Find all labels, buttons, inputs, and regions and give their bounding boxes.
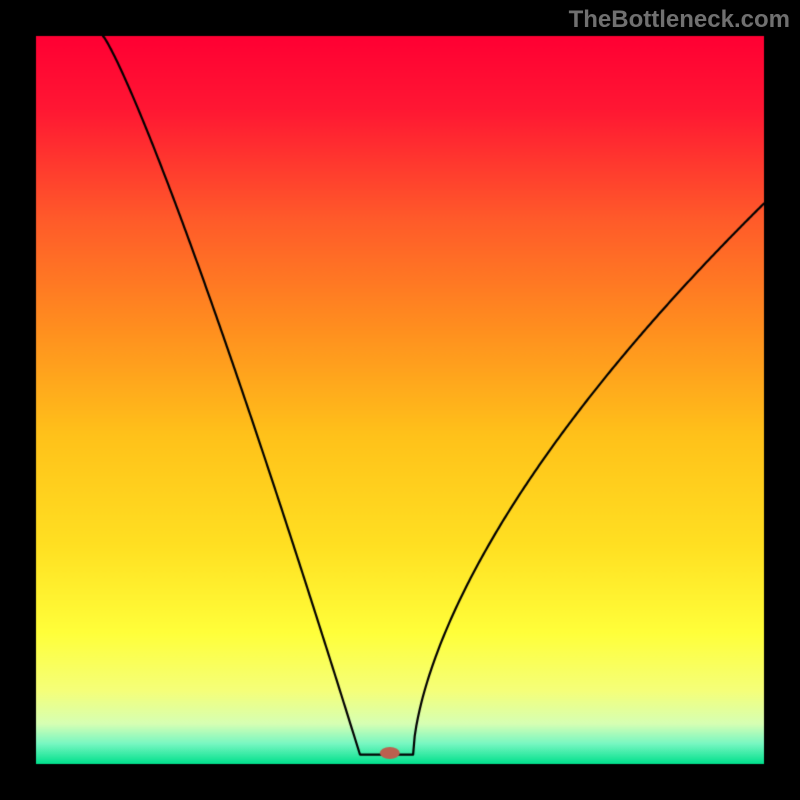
bottleneck-chart <box>0 0 800 800</box>
watermark-text: TheBottleneck.com <box>569 6 790 34</box>
